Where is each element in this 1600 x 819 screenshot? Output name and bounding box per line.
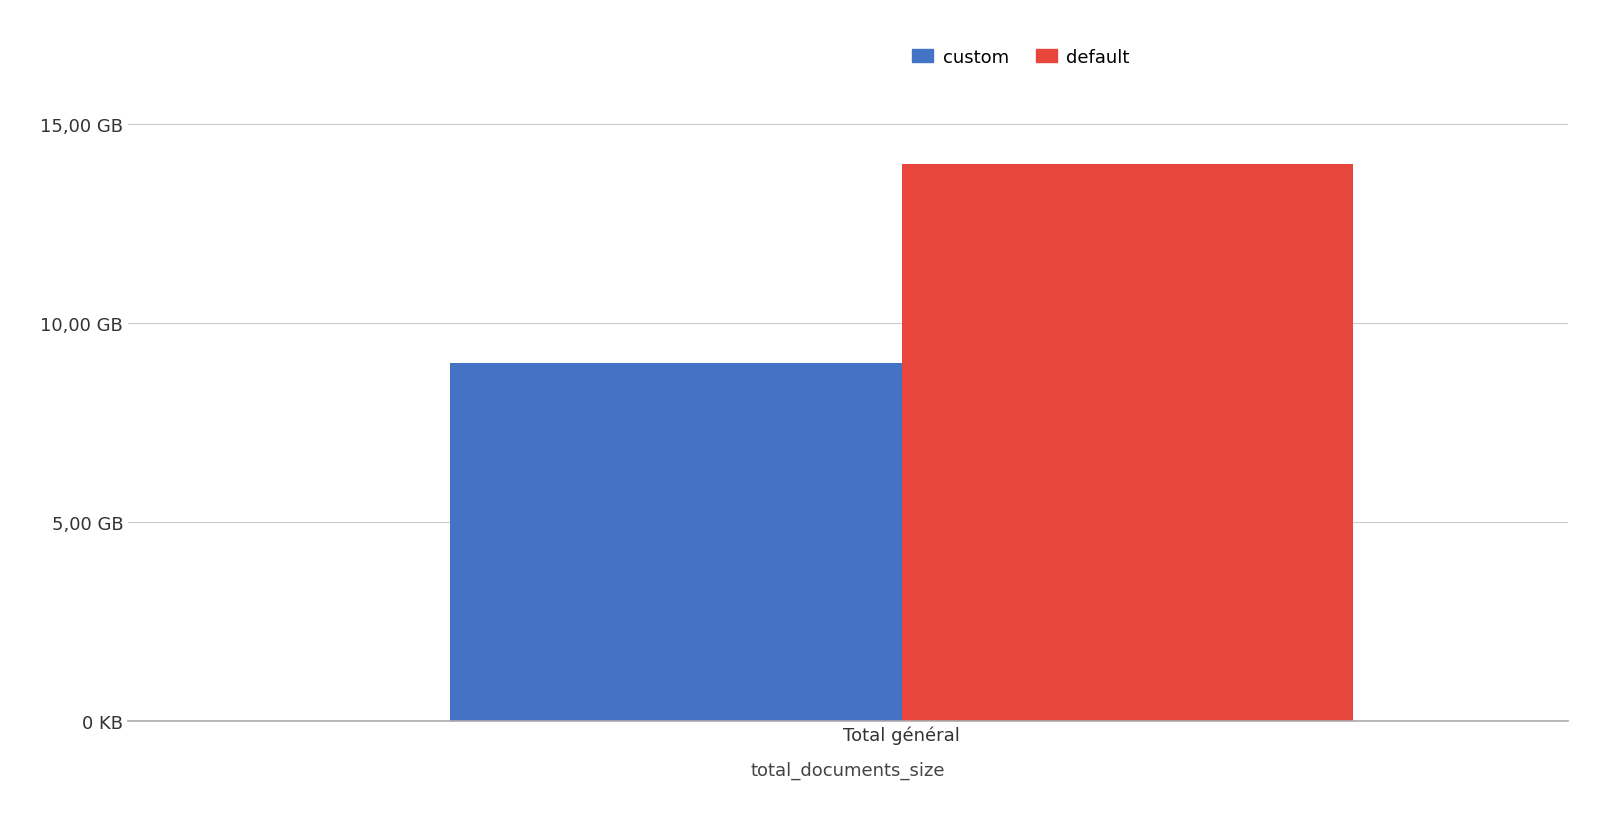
- X-axis label: total_documents_size: total_documents_size: [750, 761, 946, 779]
- Legend: custom, default: custom, default: [904, 42, 1138, 75]
- Bar: [450, 364, 902, 721]
- Bar: [902, 165, 1354, 721]
